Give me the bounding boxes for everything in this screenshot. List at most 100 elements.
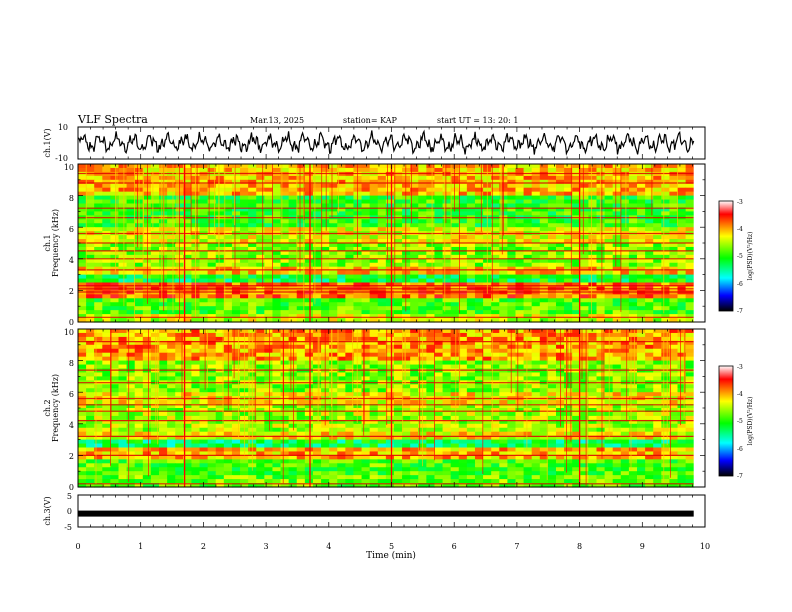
spectrogram-cell bbox=[661, 250, 671, 256]
spectrogram-cell bbox=[256, 227, 265, 232]
spectrogram-cell bbox=[126, 183, 136, 189]
spectrogram-cell bbox=[110, 203, 120, 209]
spectrogram-cell bbox=[126, 336, 136, 342]
spectrogram-cell bbox=[288, 348, 298, 354]
spectrogram-cell bbox=[199, 332, 209, 338]
spectrogram-cell bbox=[669, 266, 679, 272]
spectrogram-cell bbox=[515, 408, 525, 413]
spectrogram-cell bbox=[685, 191, 695, 197]
spectrogram-cell bbox=[86, 400, 95, 405]
spectrogram-cell bbox=[183, 404, 193, 409]
spectrogram-cell bbox=[86, 223, 95, 228]
spectrogram-cell bbox=[337, 344, 346, 350]
spectrogram-cell bbox=[604, 191, 614, 197]
spectrogram-cell bbox=[523, 294, 533, 299]
spectrogram-cell bbox=[223, 294, 233, 299]
spectrogram-cell bbox=[474, 408, 484, 413]
spectrogram-cell bbox=[321, 254, 330, 260]
spectrogram-cell bbox=[410, 282, 419, 288]
spectrogram-cell bbox=[677, 203, 687, 209]
spectrogram-cell bbox=[231, 356, 241, 362]
spectrogram-cell bbox=[102, 340, 111, 346]
spectrogram-cell bbox=[207, 199, 217, 205]
spectrogram-cell bbox=[580, 227, 589, 232]
spectrogram-cell bbox=[418, 294, 427, 299]
spectrogram-cell bbox=[353, 400, 363, 405]
spectrogram-cell bbox=[564, 223, 573, 228]
spectrogram-cell bbox=[555, 282, 565, 288]
spectrogram-cell bbox=[296, 282, 306, 288]
spectrogram-cell bbox=[215, 223, 225, 228]
spectrogram-cell bbox=[280, 207, 290, 212]
spectrogram-cell bbox=[312, 352, 322, 358]
spectrogram-cell bbox=[264, 175, 274, 181]
spectrogram-cell bbox=[329, 352, 338, 358]
spectrogram-cell bbox=[304, 404, 314, 409]
spectrogram-cell bbox=[653, 404, 662, 409]
spectrogram-cell bbox=[661, 364, 671, 370]
spectrogram-cell bbox=[272, 219, 282, 224]
spectrogram-cell bbox=[531, 384, 541, 389]
spectrogram-cell bbox=[312, 270, 322, 276]
spectrogram-cell bbox=[685, 290, 695, 295]
spectrogram-cell bbox=[450, 227, 460, 232]
spectrogram-cell bbox=[515, 262, 525, 268]
spectrogram-cell bbox=[580, 250, 589, 256]
spectrogram-cell bbox=[280, 262, 290, 268]
spectrogram-cell bbox=[361, 404, 371, 409]
spectrogram-cell bbox=[167, 191, 176, 197]
spectrogram-cell bbox=[280, 298, 290, 303]
spectrogram-cell bbox=[572, 164, 581, 169]
spectrogram-cell bbox=[231, 175, 241, 181]
spectrogram-cell bbox=[296, 266, 306, 272]
spectrogram-cell bbox=[134, 368, 144, 374]
spectrogram-cell bbox=[564, 274, 573, 280]
spectrogram-cell bbox=[110, 164, 120, 169]
spectrogram-cell bbox=[434, 298, 444, 303]
spectrogram-cell bbox=[661, 243, 671, 248]
spectrogram-cell bbox=[231, 211, 241, 216]
spectrogram-cell bbox=[102, 332, 111, 338]
spectrogram-cell bbox=[483, 329, 492, 334]
spectrogram-cell bbox=[661, 310, 671, 315]
spectrogram-cell bbox=[531, 340, 541, 346]
spectrogram-cell bbox=[523, 306, 533, 311]
spectrogram-cell bbox=[361, 400, 371, 405]
spectrogram-cell bbox=[377, 368, 387, 374]
spectrogram-cell bbox=[78, 235, 87, 240]
spectrogram-cell bbox=[248, 167, 257, 173]
spectrogram-cell bbox=[612, 199, 622, 205]
spectrogram-cell bbox=[377, 408, 387, 413]
spectrogram-cell bbox=[474, 235, 484, 240]
spectrogram-cell bbox=[547, 171, 557, 177]
spectrogram-cell bbox=[620, 294, 630, 299]
spectrogram-cell bbox=[353, 329, 363, 334]
spectrogram-cell bbox=[288, 340, 298, 346]
spectrogram-cell bbox=[677, 404, 687, 409]
spectrogram-cell bbox=[345, 336, 355, 342]
spectrogram-cell bbox=[361, 336, 371, 342]
spectrogram-cell bbox=[215, 368, 225, 374]
spectrogram-cell bbox=[596, 306, 606, 311]
spectrogram-cell bbox=[661, 211, 671, 216]
spectrogram-cell bbox=[312, 332, 322, 338]
spectrogram-cell bbox=[110, 384, 120, 389]
spectrogram-cell bbox=[669, 384, 679, 389]
spectrogram-cell bbox=[94, 329, 103, 334]
spectrogram-cell bbox=[539, 384, 549, 389]
spectrogram-cell bbox=[588, 274, 598, 280]
spectrogram-cell bbox=[685, 332, 695, 338]
spectrogram-cell bbox=[531, 400, 541, 405]
spectrogram-cell bbox=[304, 368, 314, 374]
spectrogram-cell bbox=[126, 318, 136, 323]
spectrogram-cell bbox=[215, 207, 225, 212]
spectrogram-cell bbox=[207, 318, 217, 323]
spectrogram-cell bbox=[329, 392, 338, 397]
spectrogram-cell bbox=[491, 191, 500, 197]
spectrogram-cell bbox=[515, 187, 525, 193]
spectrogram-cell bbox=[345, 258, 355, 264]
spectrogram-cell bbox=[612, 306, 622, 311]
spectrogram-cell bbox=[321, 187, 330, 193]
spectrogram-cell bbox=[434, 336, 444, 342]
spectrogram-cell bbox=[377, 223, 387, 228]
